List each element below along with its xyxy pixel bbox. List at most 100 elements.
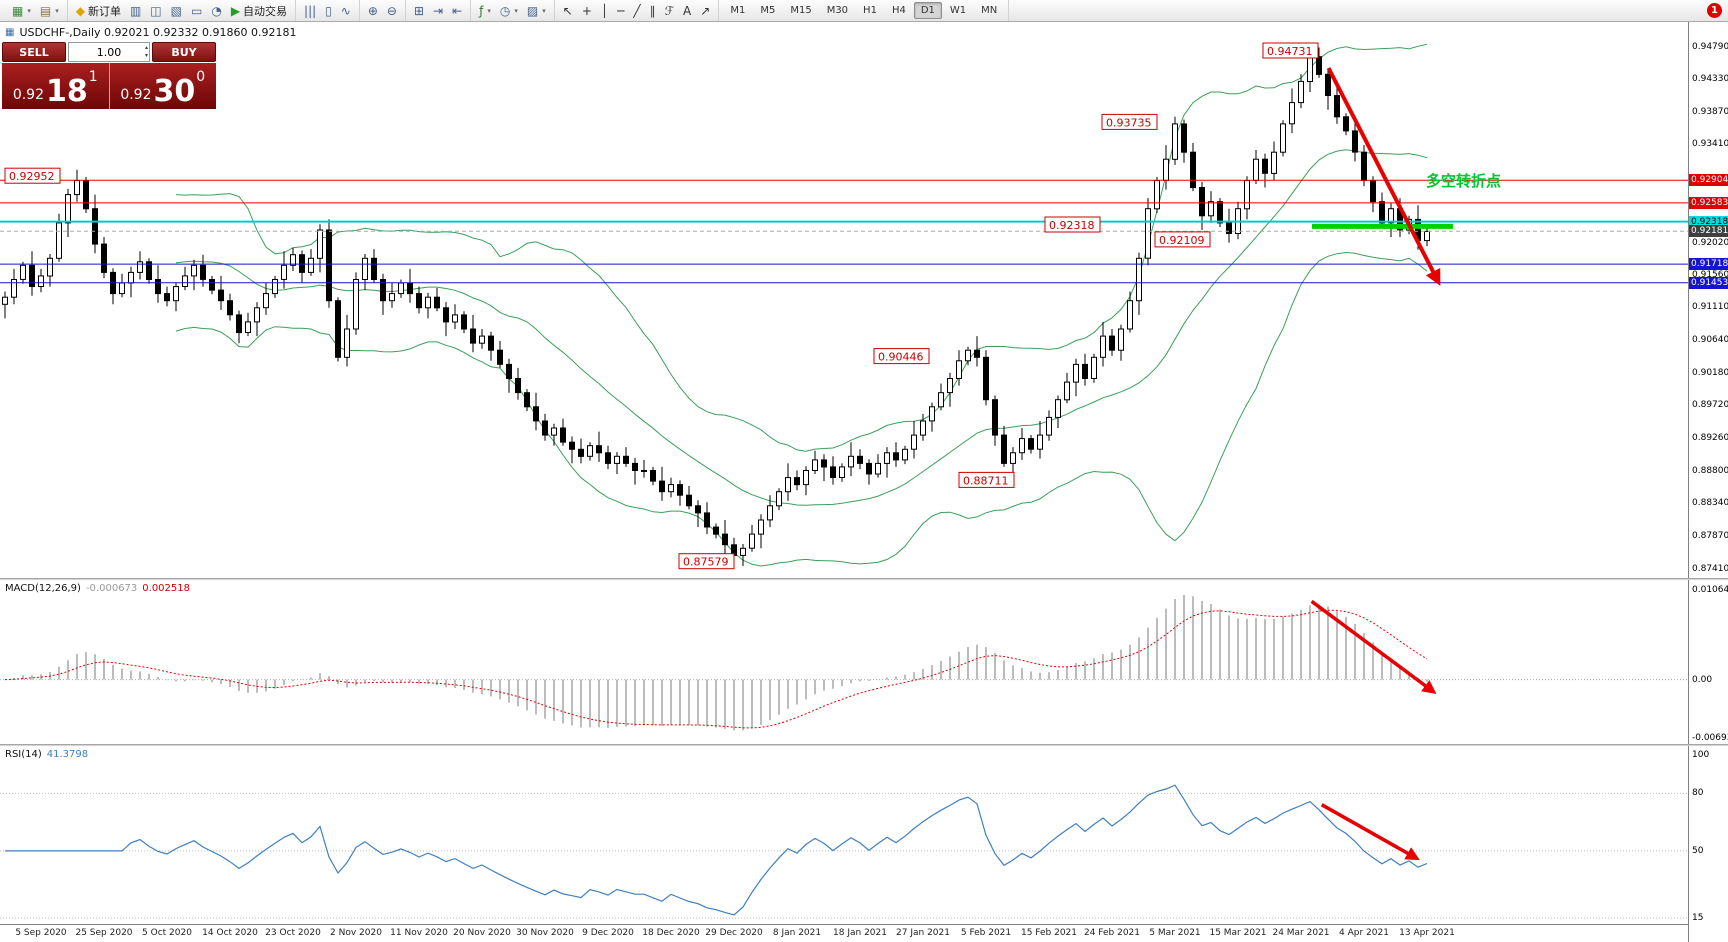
profiles-button[interactable]: ▤ ▾	[36, 3, 63, 19]
date-label: 8 Jan 2021	[772, 928, 822, 938]
candle-body	[1244, 180, 1250, 210]
timeframe-mn[interactable]: MN	[981, 5, 998, 16]
market-watch-button[interactable]: ▥	[126, 3, 145, 19]
strategy-tester-button[interactable]: ◔	[207, 3, 225, 19]
timeframe-m1[interactable]: M1	[730, 5, 746, 16]
timeframe-m5[interactable]: M5	[760, 5, 776, 16]
zoom-in-button[interactable]: ⊕	[364, 3, 382, 19]
main-trend-arrow[interactable]	[1326, 67, 1441, 286]
channel-icon: ∥	[649, 3, 656, 18]
autotrading-button[interactable]: ▶ 自动交易	[227, 1, 291, 21]
data-window-button[interactable]: ◫	[146, 3, 165, 19]
volume-value[interactable]: 1.00	[96, 45, 122, 59]
volume-input[interactable]: 1.00 ▴ ▾	[68, 42, 150, 62]
toolbar-group-trade: ◆ 新订单 ▥ ◫ ▧ ▭ ◔ ▶ 自动交易	[68, 0, 297, 21]
timeframe-m30[interactable]: M30	[826, 5, 849, 16]
indicators-button[interactable]: ƒ ▾	[475, 3, 495, 19]
candle-body	[1100, 335, 1106, 358]
buy-price-panel[interactable]: 0.92 30 0	[109, 63, 216, 109]
chart-shift-icon: ⇤	[452, 3, 463, 18]
rsi-trend-arrow[interactable]	[1320, 803, 1420, 861]
candle-body	[101, 243, 107, 273]
timeframe-h1[interactable]: H1	[863, 5, 877, 16]
indicators-button-caret-icon[interactable]: ▾	[487, 6, 491, 15]
new-chart-button[interactable]: ▦ ▾	[8, 3, 35, 19]
buy-price-sup: 0	[196, 69, 206, 85]
price-label-box[interactable]	[1101, 113, 1158, 130]
horizontal-line-button[interactable]: ─	[613, 3, 628, 19]
templates-button-caret-icon[interactable]: ▾	[542, 6, 546, 15]
price-label-box[interactable]	[4, 167, 61, 184]
toolbar-group-indicators: ƒ ▾ ◷ ▾ ▨ ▾	[471, 0, 555, 21]
macd-trend-arrow[interactable]	[1310, 599, 1437, 695]
price-badge: 0.91453	[1689, 276, 1728, 289]
cursor-icon: ↖	[562, 3, 573, 18]
chart-shift-button[interactable]: ⇤	[448, 3, 466, 19]
timeframe-d1[interactable]: D1	[913, 2, 942, 19]
price-badge: 0.92904	[1689, 174, 1728, 187]
fibonacci-button[interactable]: ℱ	[661, 3, 678, 19]
terminal-icon: ▭	[190, 3, 203, 18]
date-label: 11 Nov 2020	[390, 928, 448, 938]
autotrading-icon: ▶	[230, 3, 241, 18]
price-label-box[interactable]	[1044, 216, 1101, 233]
volume-up-icon[interactable]: ▴	[144, 44, 148, 51]
notification-badge[interactable]: 1	[1707, 3, 1722, 18]
line-chart-button[interactable]: ∿	[337, 3, 355, 19]
candlestick-chart-button[interactable]: ▯	[321, 3, 336, 19]
candle-body	[1109, 335, 1115, 351]
candle-body	[137, 261, 143, 273]
toolbar-group-charts: ▦ ▾ ▤ ▾	[4, 0, 68, 21]
candle-body	[272, 279, 278, 295]
date-label: 20 Nov 2020	[453, 928, 511, 938]
price-label-box[interactable]	[1154, 231, 1211, 248]
annotation-turning-point[interactable]: 多空转折点	[1426, 172, 1501, 190]
arrows-button[interactable]: ↗	[696, 3, 714, 19]
profiles-button-caret-icon[interactable]: ▾	[55, 6, 59, 15]
chart-icon: ▦	[5, 27, 15, 38]
price-chart-canvas: 0.92952 0.94731 0.93735 0.92318 0.92109 0.904…	[0, 42, 1688, 570]
terminal-button[interactable]: ▭	[187, 3, 206, 19]
candle-body	[227, 300, 233, 316]
channel-button[interactable]: ∥	[646, 3, 660, 19]
candle-body	[1037, 434, 1043, 450]
sell-button[interactable]: SELL	[2, 42, 66, 62]
candle-body	[974, 349, 980, 358]
candle-body	[173, 286, 179, 302]
buy-button[interactable]: BUY	[152, 42, 216, 62]
periods-button-caret-icon[interactable]: ▾	[514, 6, 518, 15]
timeframe-h4[interactable]: H4	[891, 5, 906, 16]
candle-body	[38, 275, 44, 287]
new-order-button[interactable]: ◆ 新订单	[72, 1, 125, 21]
text-button[interactable]: A	[679, 3, 695, 19]
rsi-value: 41.3798	[46, 749, 89, 760]
navigator-button[interactable]: ▧	[167, 3, 186, 19]
candle-body	[614, 455, 620, 464]
timeframe-w1[interactable]: W1	[949, 5, 967, 16]
tile-windows-button[interactable]: ⊞	[410, 3, 428, 19]
cursor-button[interactable]: ↖	[559, 3, 577, 19]
pane-divider[interactable]	[0, 744, 1728, 746]
trendline-button[interactable]: ╱	[629, 3, 644, 19]
bar-chart-button[interactable]: |||	[300, 3, 320, 19]
candle-body	[866, 462, 872, 475]
candle-body	[461, 314, 467, 330]
price-label-box[interactable]	[873, 348, 930, 365]
candle-body	[290, 254, 296, 266]
crosshair-button[interactable]: +	[578, 3, 596, 19]
price-label-box[interactable]	[958, 471, 1015, 488]
zoom-out-button[interactable]: ⊖	[383, 3, 401, 19]
arrows-icon: ↗	[700, 3, 711, 18]
pane-divider[interactable]	[0, 578, 1728, 580]
timeframe-m15[interactable]: M15	[790, 5, 812, 16]
templates-button[interactable]: ▨ ▾	[523, 3, 550, 19]
price-label-box[interactable]	[1262, 42, 1319, 59]
periods-button[interactable]: ◷ ▾	[496, 3, 522, 19]
auto-scroll-button[interactable]: ⇥	[429, 3, 447, 19]
price-label-box[interactable]	[678, 553, 735, 570]
vertical-line-button[interactable]: │	[597, 3, 612, 19]
new-chart-button-caret-icon[interactable]: ▾	[27, 6, 31, 15]
sell-price-panel[interactable]: 0.92 18 1	[2, 63, 110, 109]
volume-down-icon[interactable]: ▾	[144, 52, 148, 59]
candle-body	[542, 420, 548, 436]
